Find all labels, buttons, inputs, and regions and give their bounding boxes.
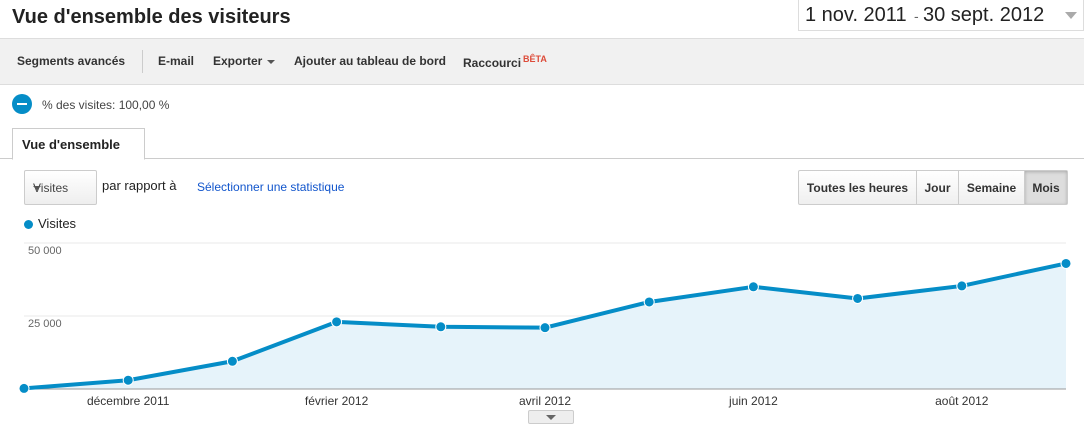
x-tick-label: décembre 2011 [87, 394, 170, 408]
chevron-down-icon[interactable] [1065, 12, 1077, 19]
add-to-dashboard-button[interactable]: Ajouter au tableau de bord [294, 54, 447, 68]
email-button[interactable]: E-mail [158, 54, 195, 68]
data-point[interactable] [643, 296, 655, 308]
chevron-down-icon [267, 59, 276, 64]
shortcut-label: Raccourci [463, 56, 522, 70]
data-point[interactable] [747, 281, 759, 293]
data-point[interactable] [956, 280, 968, 292]
date-separator: - [914, 8, 919, 24]
data-point[interactable] [852, 292, 864, 304]
date-range-picker[interactable]: 1 nov. 2011 - 30 sept. 2012 [798, 0, 1084, 31]
tab-label: Vue d'ensemble [22, 137, 120, 152]
tab-baseline [0, 158, 1084, 159]
data-point[interactable] [226, 355, 238, 367]
legend-label[interactable]: Visites [38, 216, 77, 231]
x-tick-label: août 2012 [935, 394, 989, 408]
legend-marker [24, 220, 33, 229]
export-label: Exporter [213, 54, 263, 68]
y-tick-label: 50 000 [28, 245, 62, 257]
chevron-down-icon [33, 186, 41, 190]
metric-select-value: Visites [33, 181, 69, 195]
hourly-button[interactable]: Toutes les heures [799, 171, 917, 204]
data-point[interactable] [435, 321, 447, 333]
beta-badge: BÊTA [523, 54, 547, 64]
month-button[interactable]: Mois [1025, 171, 1067, 204]
visits-chart: 25 000 50 000 décembre 2011 février 2012 avr… [18, 242, 1072, 408]
x-tick-label: février 2012 [305, 394, 369, 408]
data-point[interactable] [122, 374, 134, 386]
tab-overview[interactable]: Vue d'ensemble [12, 128, 145, 160]
data-point[interactable] [539, 322, 551, 334]
data-point[interactable] [18, 382, 30, 394]
page-title: Vue d'ensemble des visiteurs [12, 6, 291, 28]
y-tick-label: 25 000 [28, 318, 62, 330]
x-tick-label: avril 2012 [519, 394, 571, 408]
area-fill [24, 263, 1066, 389]
data-point[interactable] [331, 316, 343, 328]
shortcut-button[interactable]: Raccourci BÊTA [463, 54, 547, 70]
data-point[interactable] [1060, 257, 1072, 269]
segment-pie-icon[interactable] [12, 94, 32, 114]
select-statistic-link[interactable]: Sélectionner une statistique [197, 180, 345, 194]
week-button[interactable]: Semaine [959, 171, 1025, 204]
compare-label: par rapport à [102, 178, 177, 193]
segment-percentage: % des visites: 100,00 % [42, 98, 170, 112]
expand-chart-button[interactable] [528, 410, 574, 424]
date-end: 30 sept. 2012 [923, 4, 1045, 26]
date-start: 1 nov. 2011 [805, 4, 907, 26]
day-button[interactable]: Jour [917, 171, 959, 204]
granularity-toggle: Toutes les heures Jour Semaine Mois [798, 170, 1068, 205]
toolbar-divider [142, 50, 143, 73]
export-button[interactable]: Exporter [213, 54, 276, 68]
advanced-segments-button[interactable]: Segments avancés [17, 54, 126, 68]
report-toolbar: Segments avancés E-mail Exporter Ajouter… [0, 38, 1084, 85]
metric-select[interactable]: Visites [24, 170, 97, 205]
x-tick-label: juin 2012 [728, 394, 778, 408]
